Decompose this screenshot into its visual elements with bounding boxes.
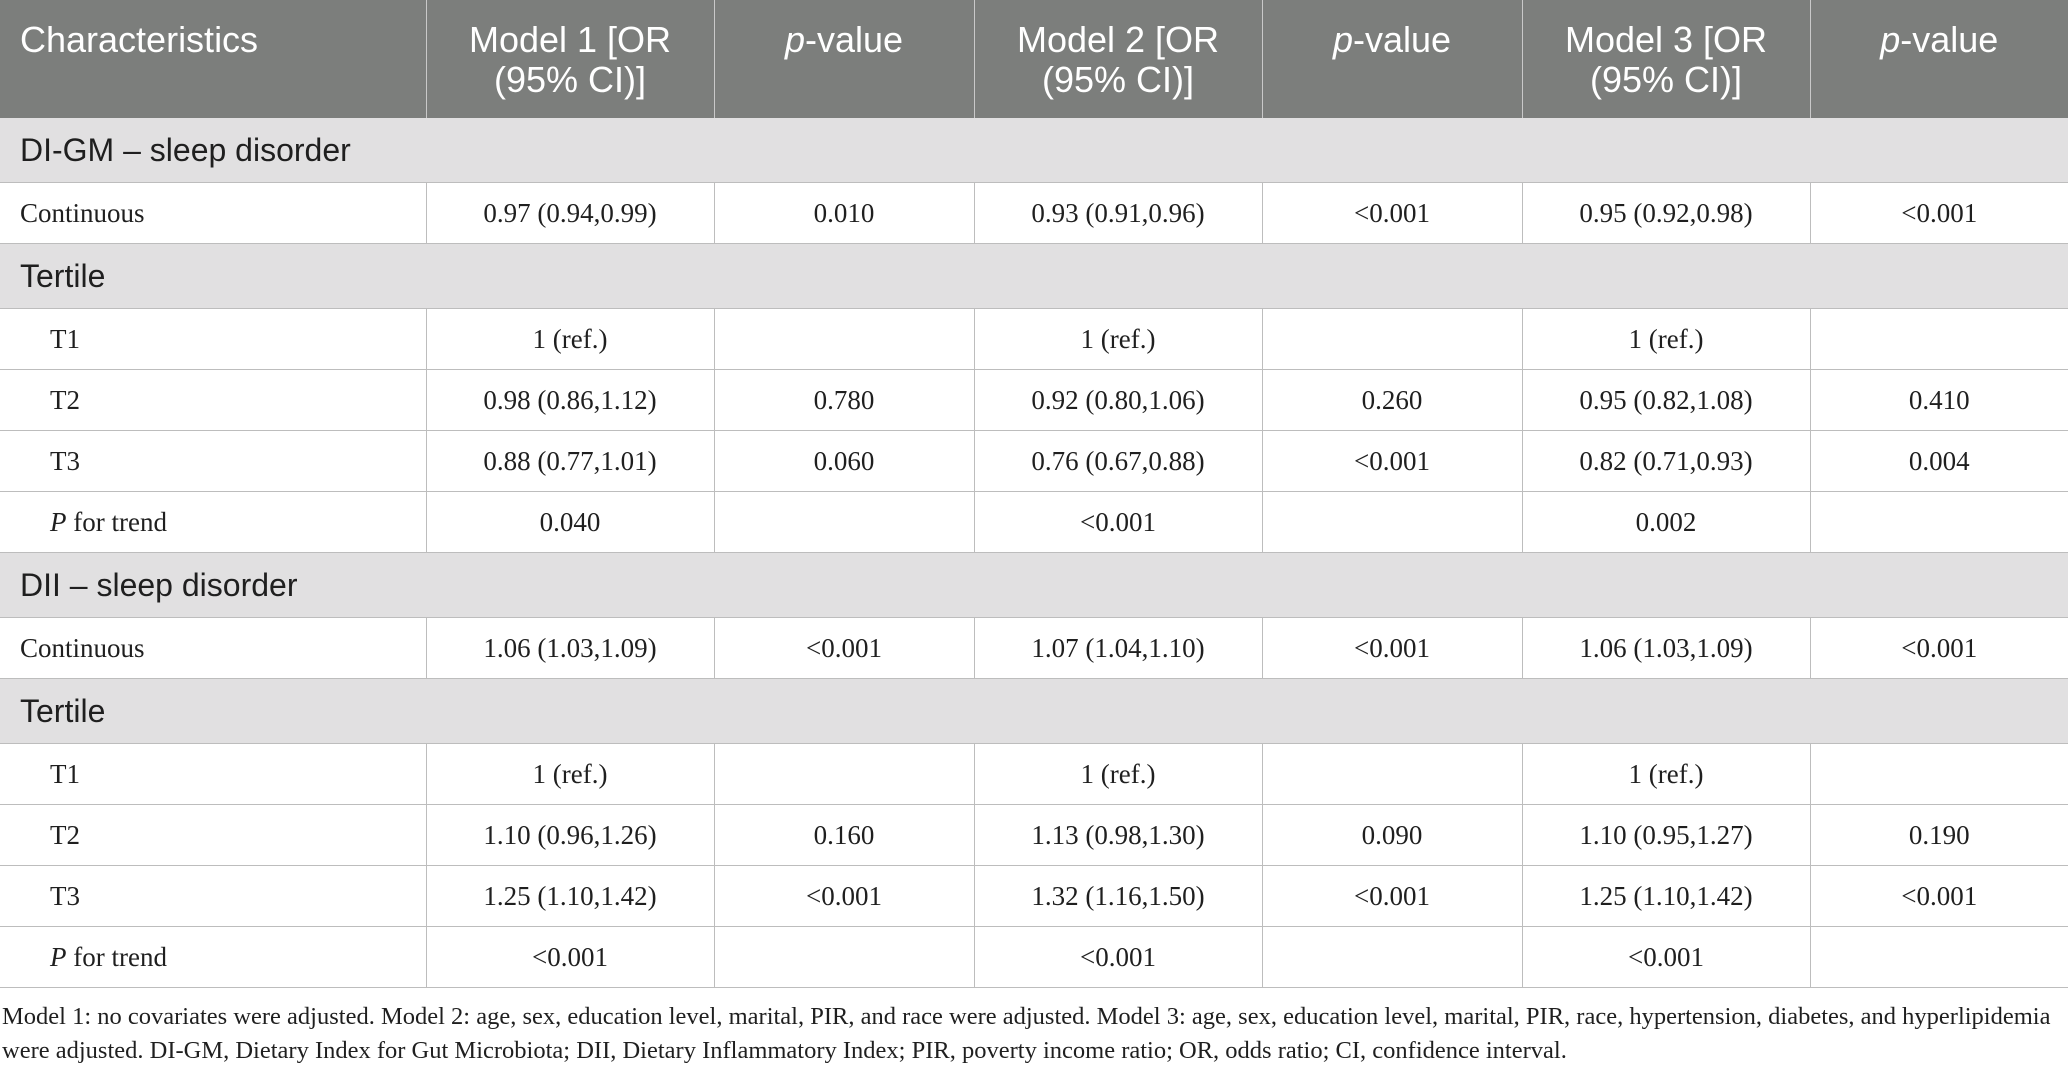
table-cell: <0.001: [1522, 926, 1811, 988]
table-cell: 1 (ref.): [426, 308, 715, 370]
table-cell: [714, 743, 975, 805]
results-table-container: Characteristics Model 1 [OR (95% CI)] p-v…: [0, 0, 2068, 988]
header-model2: Model 2 [OR (95% CI)]: [974, 0, 1263, 118]
table-cell: <0.001: [1262, 865, 1523, 927]
table-cell: 0.88 (0.77,1.01): [426, 430, 715, 492]
header-model1: Model 1 [OR (95% CI)]: [426, 0, 715, 118]
table-cell: 0.010: [714, 182, 975, 244]
header-model2-pvalue: p-value: [1262, 0, 1523, 118]
table-cell: 0.95 (0.82,1.08): [1522, 369, 1811, 431]
table-cell: <0.001: [974, 491, 1263, 553]
header-model3: Model 3 [OR (95% CI)]: [1522, 0, 1811, 118]
table-cell: 0.040: [426, 491, 715, 553]
table-row: T1 1 (ref.) 1 (ref.) 1 (ref.): [0, 743, 2068, 805]
table-cell: 0.090: [1262, 804, 1523, 866]
table-cell: [1262, 491, 1523, 553]
table-cell: 0.410: [1810, 369, 2068, 431]
table-cell: [1262, 926, 1523, 988]
table-row: T2 0.98 (0.86,1.12) 0.780 0.92 (0.80,1.0…: [0, 369, 2068, 431]
table-cell: [1810, 743, 2068, 805]
table-cell: [714, 308, 975, 370]
table-cell: <0.001: [714, 865, 975, 927]
table-row: T2 1.10 (0.96,1.26) 0.160 1.13 (0.98,1.3…: [0, 804, 2068, 866]
section-title-digm: DI-GM – sleep disorder: [0, 118, 2068, 183]
table-cell: <0.001: [974, 926, 1263, 988]
table-cell: <0.001: [714, 617, 975, 679]
section-title-tertile: Tertile: [0, 678, 2068, 744]
row-label: T2: [0, 804, 427, 866]
table-cell: [1810, 491, 2068, 553]
table-cell: 1.06 (1.03,1.09): [426, 617, 715, 679]
table-cell: 1 (ref.): [1522, 743, 1811, 805]
row-label-p-for-trend: P for trend: [0, 491, 427, 553]
table-cell: [1810, 308, 2068, 370]
table-cell: 0.060: [714, 430, 975, 492]
table-cell: 1 (ref.): [974, 743, 1263, 805]
table-cell: 1.13 (0.98,1.30): [974, 804, 1263, 866]
table-row: P for trend <0.001 <0.001 <0.001: [0, 926, 2068, 988]
table-cell: 0.780: [714, 369, 975, 431]
table-cell: 0.260: [1262, 369, 1523, 431]
table-cell: 0.82 (0.71,0.93): [1522, 430, 1811, 492]
table-cell: 0.190: [1810, 804, 2068, 866]
table-cell: <0.001: [1262, 430, 1523, 492]
row-label-p-for-trend: P for trend: [0, 926, 427, 988]
section-title-dii: DII – sleep disorder: [0, 552, 2068, 618]
row-label: Continuous: [0, 182, 427, 244]
table-row: T3 0.88 (0.77,1.01) 0.060 0.76 (0.67,0.8…: [0, 430, 2068, 492]
table-cell: <0.001: [1810, 182, 2068, 244]
table-cell: <0.001: [1810, 617, 2068, 679]
table-cell: 0.004: [1810, 430, 2068, 492]
table-row: P for trend 0.040 <0.001 0.002: [0, 491, 2068, 553]
section-title-tertile: Tertile: [0, 243, 2068, 309]
row-label: T1: [0, 743, 427, 805]
table-cell: 1.07 (1.04,1.10): [974, 617, 1263, 679]
table-row: Continuous 0.97 (0.94,0.99) 0.010 0.93 (…: [0, 182, 2068, 244]
table-row: T3 1.25 (1.10,1.42) <0.001 1.32 (1.16,1.…: [0, 865, 2068, 927]
section-header-row: DI-GM – sleep disorder: [0, 118, 2068, 183]
header-model3-pvalue: p-value: [1810, 0, 2068, 118]
row-label: Continuous: [0, 617, 427, 679]
table-cell: [1810, 926, 2068, 988]
section-header-row: Tertile: [0, 678, 2068, 744]
header-characteristics: Characteristics: [0, 0, 427, 118]
table-cell: <0.001: [1810, 865, 2068, 927]
regression-results-table: Characteristics Model 1 [OR (95% CI)] p-v…: [0, 0, 2068, 988]
row-label: T3: [0, 430, 427, 492]
table-cell: <0.001: [426, 926, 715, 988]
table-cell: 1.32 (1.16,1.50): [974, 865, 1263, 927]
table-cell: [714, 491, 975, 553]
table-cell: 1.10 (0.96,1.26): [426, 804, 715, 866]
row-label: T1: [0, 308, 427, 370]
section-header-row: Tertile: [0, 243, 2068, 309]
table-cell: 0.93 (0.91,0.96): [974, 182, 1263, 244]
row-label: T3: [0, 865, 427, 927]
table-cell: 1.06 (1.03,1.09): [1522, 617, 1811, 679]
table-cell: 0.002: [1522, 491, 1811, 553]
table-footnote: Model 1: no covariates were adjusted. Mo…: [2, 1003, 2051, 1064]
table-cell: 0.92 (0.80,1.06): [974, 369, 1263, 431]
table-cell: 0.95 (0.92,0.98): [1522, 182, 1811, 244]
table-cell: 1 (ref.): [974, 308, 1263, 370]
header-model1-pvalue: p-value: [714, 0, 975, 118]
table-cell: [1262, 743, 1523, 805]
table-row: Continuous 1.06 (1.03,1.09) <0.001 1.07 …: [0, 617, 2068, 679]
table-cell: [1262, 308, 1523, 370]
table-cell: 1.10 (0.95,1.27): [1522, 804, 1811, 866]
table-cell: 0.97 (0.94,0.99): [426, 182, 715, 244]
table-cell: 1 (ref.): [1522, 308, 1811, 370]
table-cell: <0.001: [1262, 182, 1523, 244]
section-header-row: DII – sleep disorder: [0, 552, 2068, 618]
table-cell: 1 (ref.): [426, 743, 715, 805]
table-cell: 0.98 (0.86,1.12): [426, 369, 715, 431]
table-header-row: Characteristics Model 1 [OR (95% CI)] p-v…: [0, 0, 2068, 118]
row-label: T2: [0, 369, 427, 431]
table-cell: 0.160: [714, 804, 975, 866]
table-cell: 1.25 (1.10,1.42): [426, 865, 715, 927]
table-cell: 1.25 (1.10,1.42): [1522, 865, 1811, 927]
table-cell: <0.001: [1262, 617, 1523, 679]
table-cell: [714, 926, 975, 988]
table-cell: 0.76 (0.67,0.88): [974, 430, 1263, 492]
table-row: T1 1 (ref.) 1 (ref.) 1 (ref.): [0, 308, 2068, 370]
